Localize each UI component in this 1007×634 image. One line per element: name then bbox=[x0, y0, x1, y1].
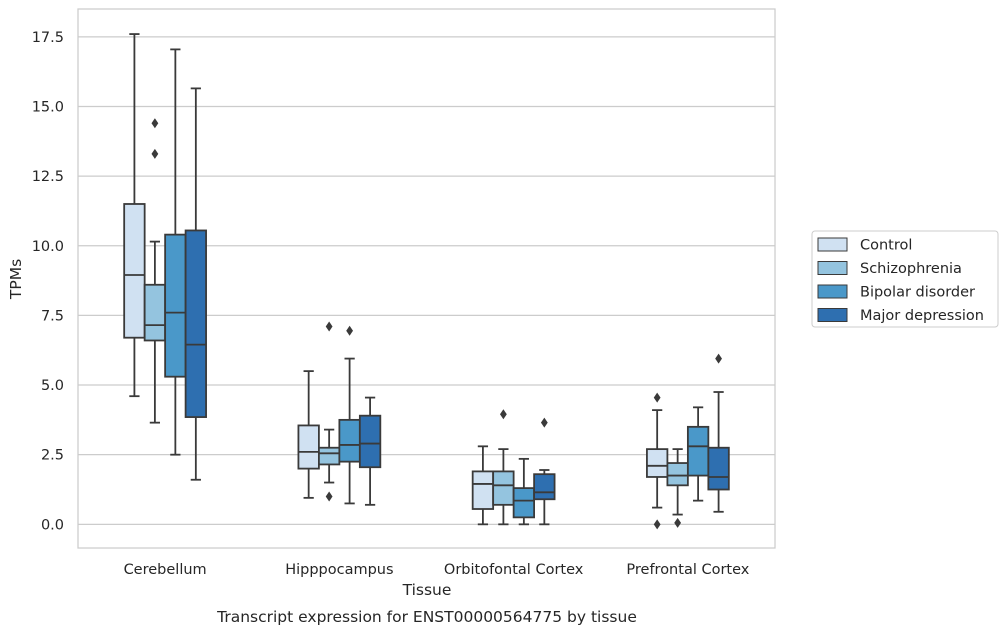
legend-swatch bbox=[817, 284, 848, 299]
box-major-depression bbox=[533, 417, 556, 526]
outlier-point bbox=[674, 517, 682, 528]
y-tick-label: 12.5 bbox=[32, 169, 64, 185]
box-body bbox=[512, 487, 535, 519]
outlier-point bbox=[151, 148, 159, 159]
y-tick-label: 2.5 bbox=[41, 448, 64, 464]
box-major-depression bbox=[184, 87, 207, 481]
box-body bbox=[297, 424, 320, 470]
legend-label: Control bbox=[860, 238, 912, 254]
outlier-point bbox=[653, 519, 661, 530]
box-control bbox=[123, 33, 146, 398]
legend-swatch bbox=[817, 261, 848, 275]
legend-swatch bbox=[817, 308, 848, 322]
box-schizophrenia bbox=[318, 321, 341, 502]
outlier-point bbox=[715, 353, 722, 364]
box-marks bbox=[123, 33, 730, 530]
y-axis-label: TPMs bbox=[7, 259, 25, 300]
box-major-depression bbox=[358, 396, 382, 506]
x-tick-label: Prefrontal Cortex bbox=[626, 562, 749, 578]
box-bipolar-disorder bbox=[512, 457, 535, 526]
box-body bbox=[123, 203, 146, 339]
legend: Control Schizophrenia Bipolar disorder Majo… bbox=[811, 230, 999, 328]
outlier-point bbox=[540, 417, 548, 428]
outlier-point bbox=[325, 491, 333, 502]
legend-swatch bbox=[817, 237, 848, 252]
outlier-point bbox=[653, 392, 661, 403]
outlier-point bbox=[346, 325, 354, 336]
outlier-point bbox=[499, 409, 507, 420]
box-body bbox=[184, 229, 207, 418]
outlier-point bbox=[325, 321, 333, 332]
y-tick-label: 5.0 bbox=[41, 378, 64, 394]
box-bipolar-disorder bbox=[338, 325, 361, 505]
y-tick-labels: 0.0 2.5 5.0 7.5 10.0 12.5 15.0 17.5 bbox=[32, 30, 64, 533]
box-schizophrenia bbox=[143, 118, 167, 424]
box-body bbox=[318, 446, 341, 466]
box-schizophrenia bbox=[492, 409, 515, 526]
box-bipolar-disorder bbox=[164, 48, 187, 456]
box-major-depression bbox=[707, 353, 730, 513]
y-tick-label: 17.5 bbox=[32, 30, 64, 46]
x-tick-labels: Cerebellum Hipppocampus Orbitofontal Corte… bbox=[124, 562, 750, 578]
box-control bbox=[471, 445, 495, 526]
x-tick-label: Orbitofontal Cortex bbox=[444, 562, 584, 578]
x-tick-label: Cerebellum bbox=[124, 562, 207, 578]
box-body bbox=[533, 473, 556, 501]
plot-frame bbox=[77, 8, 776, 549]
box-body bbox=[164, 233, 187, 378]
box-body bbox=[358, 414, 382, 469]
x-axis-label: Tissue bbox=[402, 581, 452, 599]
legend-label: Major depression bbox=[860, 308, 984, 324]
y-tick-label: 7.5 bbox=[41, 308, 64, 324]
y-tick-label: 10.0 bbox=[32, 239, 64, 255]
box-control bbox=[297, 370, 320, 499]
box-body bbox=[338, 418, 361, 463]
legend-label: Bipolar disorder bbox=[860, 285, 975, 301]
outlier-point bbox=[151, 118, 159, 129]
box-body bbox=[471, 470, 495, 510]
legend-label: Schizophrenia bbox=[860, 261, 962, 277]
box-bipolar-disorder bbox=[686, 406, 710, 502]
box-control bbox=[646, 392, 669, 530]
box-body bbox=[143, 283, 167, 342]
box-body bbox=[492, 470, 515, 506]
y-tick-label: 15.0 bbox=[32, 99, 64, 115]
legend-frame bbox=[811, 230, 999, 328]
box-body bbox=[666, 462, 689, 487]
y-tick-label: 0.0 bbox=[41, 517, 64, 533]
box-body bbox=[646, 448, 669, 478]
box-body bbox=[707, 446, 730, 491]
box-schizophrenia bbox=[666, 448, 689, 528]
box-body bbox=[686, 425, 710, 477]
x-tick-label: Hipppocampus bbox=[285, 562, 393, 578]
chart-caption: Transcript expression for ENST0000056477… bbox=[216, 608, 637, 626]
